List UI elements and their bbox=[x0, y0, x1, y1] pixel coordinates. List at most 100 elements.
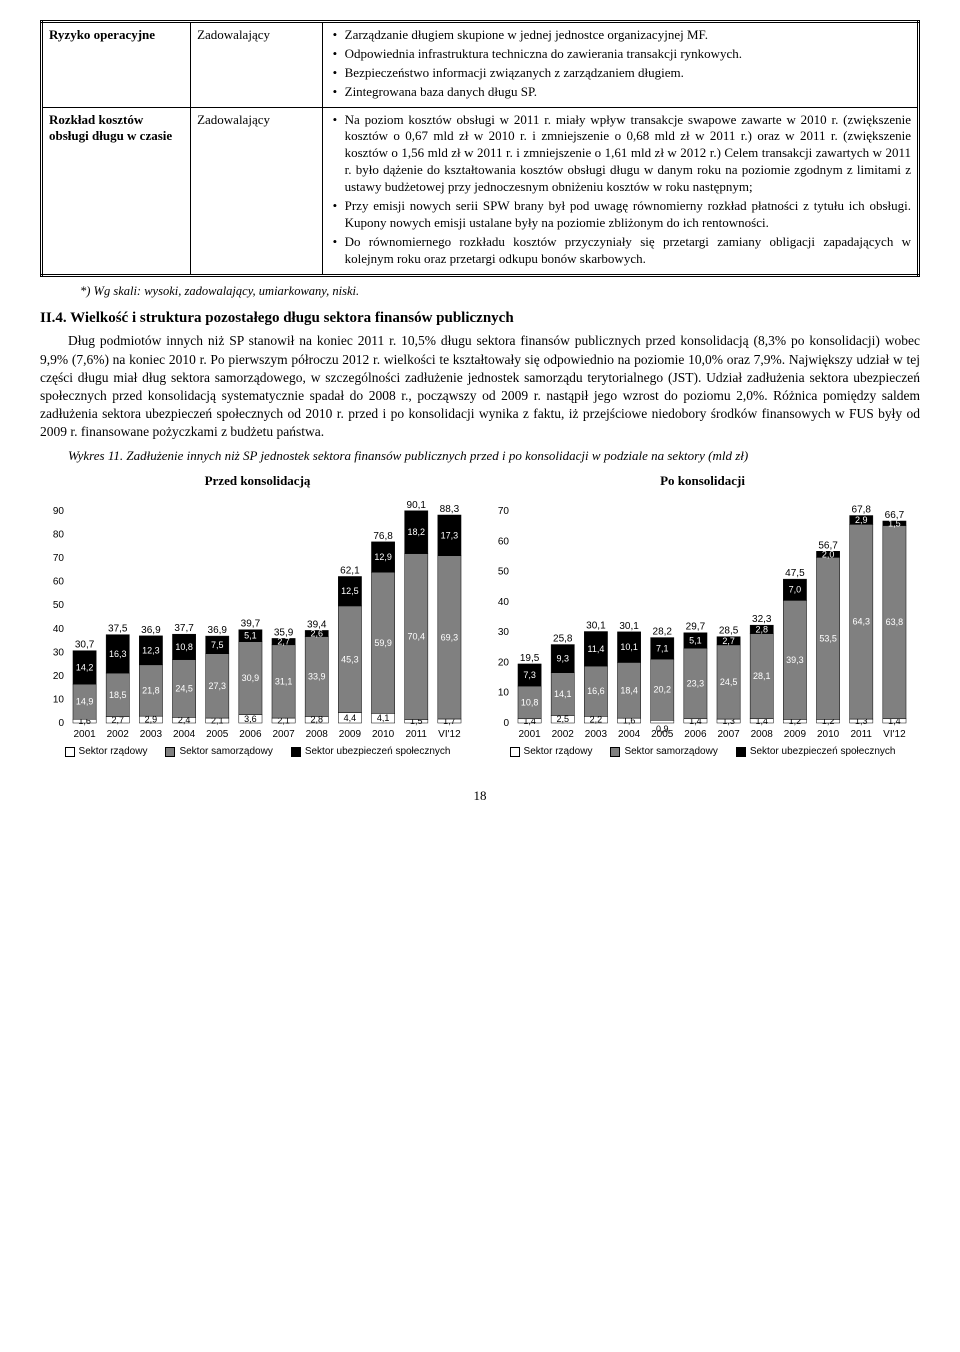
svg-text:33,9: 33,9 bbox=[308, 672, 326, 682]
svg-text:12,3: 12,3 bbox=[142, 646, 160, 656]
svg-text:3,6: 3,6 bbox=[244, 714, 257, 724]
svg-text:10: 10 bbox=[498, 688, 510, 699]
svg-text:66,7: 66,7 bbox=[885, 510, 905, 521]
svg-text:2008: 2008 bbox=[306, 729, 329, 740]
svg-text:10: 10 bbox=[53, 695, 65, 706]
svg-text:60: 60 bbox=[53, 577, 65, 588]
legend-item: Sektor rządowy bbox=[510, 745, 593, 758]
svg-text:7,1: 7,1 bbox=[656, 644, 669, 654]
risk-table: Ryzyko operacyjne Zadowalający Zarządzan… bbox=[40, 20, 920, 277]
svg-text:2010: 2010 bbox=[372, 729, 395, 740]
svg-text:90: 90 bbox=[53, 506, 65, 517]
svg-text:70: 70 bbox=[498, 506, 510, 517]
svg-text:53,5: 53,5 bbox=[819, 634, 837, 644]
svg-text:11,4: 11,4 bbox=[587, 644, 604, 654]
legend-item: Sektor samorządowy bbox=[610, 745, 717, 758]
svg-text:59,9: 59,9 bbox=[374, 638, 392, 648]
svg-text:2007: 2007 bbox=[717, 729, 740, 740]
svg-text:70: 70 bbox=[53, 554, 65, 565]
svg-text:9,3: 9,3 bbox=[556, 654, 569, 664]
svg-text:40: 40 bbox=[53, 624, 65, 635]
svg-text:2,8: 2,8 bbox=[755, 625, 768, 635]
svg-text:16,3: 16,3 bbox=[109, 649, 127, 659]
svg-text:2006: 2006 bbox=[684, 729, 707, 740]
svg-text:17,3: 17,3 bbox=[441, 531, 459, 541]
svg-text:2003: 2003 bbox=[140, 729, 163, 740]
svg-text:23,3: 23,3 bbox=[687, 679, 705, 689]
svg-text:25,8: 25,8 bbox=[553, 634, 573, 645]
svg-text:5,1: 5,1 bbox=[689, 636, 702, 646]
svg-text:7,5: 7,5 bbox=[211, 640, 224, 650]
row2-bullets: Na poziom kosztów obsługi w 2011 r. miał… bbox=[322, 107, 918, 275]
svg-text:7,0: 7,0 bbox=[789, 585, 802, 595]
page-number: 18 bbox=[40, 788, 920, 805]
svg-text:30,1: 30,1 bbox=[586, 621, 606, 632]
svg-text:12,5: 12,5 bbox=[341, 587, 359, 597]
row2-rating: Zadowalający bbox=[191, 107, 323, 275]
svg-text:14,1: 14,1 bbox=[554, 689, 572, 699]
svg-text:29,7: 29,7 bbox=[686, 622, 706, 633]
svg-text:62,1: 62,1 bbox=[340, 566, 360, 577]
svg-text:39,4: 39,4 bbox=[307, 620, 327, 631]
svg-text:2011: 2011 bbox=[405, 729, 427, 740]
svg-text:28,5: 28,5 bbox=[719, 626, 739, 637]
svg-text:37,7: 37,7 bbox=[174, 624, 194, 635]
svg-text:36,9: 36,9 bbox=[208, 626, 228, 637]
svg-text:2009: 2009 bbox=[784, 729, 807, 740]
svg-text:10,1: 10,1 bbox=[620, 643, 638, 653]
table-footnote: *) Wg skali: wysoki, zadowalający, umiar… bbox=[80, 283, 920, 299]
svg-text:VI'12: VI'12 bbox=[883, 729, 906, 740]
chart-left-legend: Sektor rządowy Sektor samorządowy Sektor… bbox=[40, 745, 475, 758]
svg-text:39,3: 39,3 bbox=[786, 655, 804, 665]
svg-text:12,9: 12,9 bbox=[374, 552, 392, 562]
svg-text:24,5: 24,5 bbox=[175, 684, 193, 694]
svg-text:20: 20 bbox=[498, 658, 510, 669]
svg-text:24,5: 24,5 bbox=[720, 677, 738, 687]
svg-text:20,2: 20,2 bbox=[653, 685, 671, 695]
chart-right-svg: 0102030405060701,410,87,319,520012,514,1… bbox=[485, 493, 915, 743]
chart-left-svg: 01020304050607080901,614,914,230,720012,… bbox=[40, 493, 470, 743]
svg-text:35,9: 35,9 bbox=[274, 628, 294, 639]
svg-text:36,9: 36,9 bbox=[141, 625, 161, 636]
svg-text:90,1: 90,1 bbox=[407, 500, 427, 511]
row1-label: Ryzyko operacyjne bbox=[42, 22, 191, 108]
svg-text:16,6: 16,6 bbox=[587, 687, 605, 697]
svg-text:2009: 2009 bbox=[339, 729, 362, 740]
svg-text:2004: 2004 bbox=[618, 729, 641, 740]
svg-text:18,5: 18,5 bbox=[109, 690, 127, 700]
svg-text:0: 0 bbox=[58, 718, 64, 729]
svg-text:60: 60 bbox=[498, 537, 510, 548]
svg-text:VI'12: VI'12 bbox=[438, 729, 461, 740]
svg-text:2003: 2003 bbox=[585, 729, 608, 740]
svg-text:2008: 2008 bbox=[751, 729, 774, 740]
charts-container: Przed konsolidacją 01020304050607080901,… bbox=[40, 473, 920, 759]
svg-text:69,3: 69,3 bbox=[441, 633, 459, 643]
svg-text:2010: 2010 bbox=[817, 729, 840, 740]
svg-text:30: 30 bbox=[53, 648, 65, 659]
svg-text:56,7: 56,7 bbox=[818, 541, 838, 552]
svg-text:47,5: 47,5 bbox=[785, 569, 805, 580]
legend-item: Sektor ubezpieczeń społecznych bbox=[736, 745, 896, 758]
svg-text:2002: 2002 bbox=[552, 729, 575, 740]
chart-right-legend: Sektor rządowy Sektor samorządowy Sektor… bbox=[485, 745, 920, 758]
svg-text:50: 50 bbox=[53, 601, 65, 612]
legend-item: Sektor ubezpieczeń społecznych bbox=[291, 745, 451, 758]
svg-text:19,5: 19,5 bbox=[520, 653, 540, 664]
svg-text:18,4: 18,4 bbox=[620, 686, 638, 696]
svg-text:27,3: 27,3 bbox=[208, 681, 226, 691]
legend-item: Sektor samorządowy bbox=[165, 745, 272, 758]
svg-text:31,1: 31,1 bbox=[275, 677, 293, 687]
svg-text:2,5: 2,5 bbox=[556, 715, 569, 725]
svg-text:4,1: 4,1 bbox=[377, 714, 390, 724]
section-heading: II.4. Wielkość i struktura pozostałego d… bbox=[40, 309, 920, 329]
svg-text:39,7: 39,7 bbox=[241, 619, 261, 630]
figure-caption: Wykres 11. Zadłużenie innych niż SP jedn… bbox=[40, 448, 920, 465]
chart-right: Po konsolidacji 0102030405060701,410,87,… bbox=[485, 473, 920, 759]
svg-text:2001: 2001 bbox=[73, 729, 96, 740]
svg-text:30,7: 30,7 bbox=[75, 640, 95, 651]
svg-text:28,1: 28,1 bbox=[753, 672, 771, 682]
svg-text:4,4: 4,4 bbox=[344, 713, 357, 723]
svg-text:20: 20 bbox=[53, 671, 65, 682]
row1-rating: Zadowalający bbox=[191, 22, 323, 108]
svg-text:2006: 2006 bbox=[239, 729, 262, 740]
